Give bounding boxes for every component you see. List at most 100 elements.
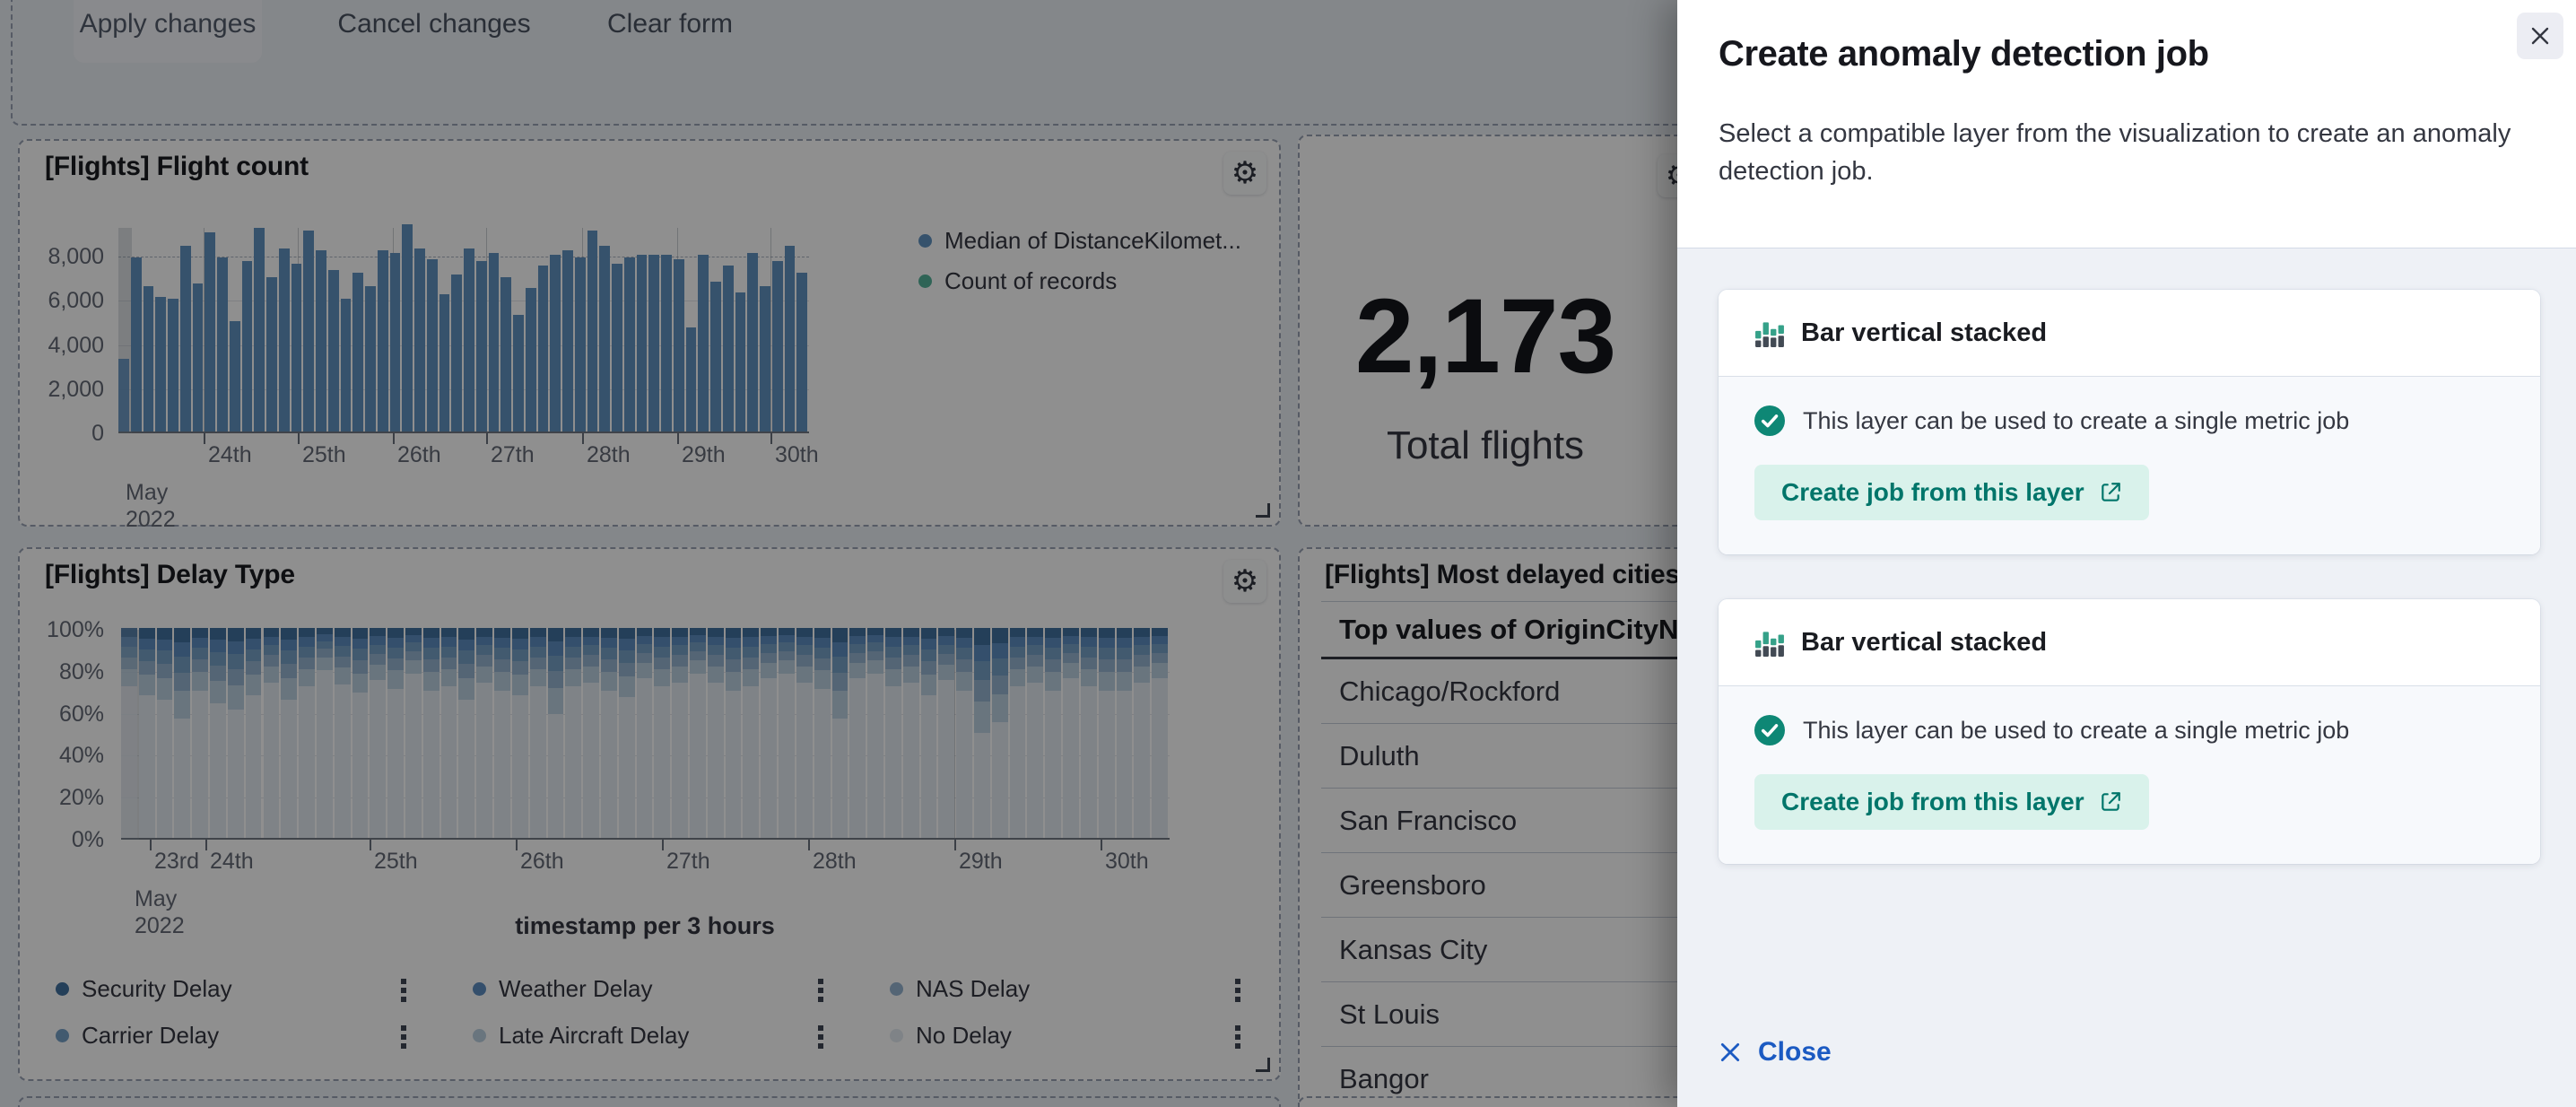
cancel-changes-button[interactable]: Cancel changes (326, 0, 542, 63)
table-row[interactable]: Kansas City (1321, 918, 1718, 982)
flight-legend-item[interactable]: Count of records (918, 267, 1117, 295)
delay-bar-segment (1134, 682, 1151, 838)
flight-bar (327, 270, 339, 431)
delay-bar-segment (938, 654, 955, 665)
delay-bar-segment (494, 672, 510, 692)
delay-bar-segment (761, 663, 778, 679)
delay-bar-segment (583, 666, 599, 683)
delay-stacked-bar (974, 628, 990, 838)
flyout-close-label: Close (1758, 1037, 1832, 1067)
delay-bar-segment (263, 682, 280, 838)
delay-bar-segment (121, 646, 137, 658)
delay-legend-item[interactable]: Security Delay (56, 971, 414, 1007)
table-row[interactable]: Duluth (1321, 724, 1718, 789)
delay-bar-segment (1045, 672, 1062, 692)
delay-bar-segment (725, 648, 742, 660)
delay-bar-segment (920, 694, 937, 838)
legend-item-menu-icon[interactable] (1235, 979, 1240, 1002)
delay-stacked-bar (156, 628, 173, 838)
legend-item-menu-icon[interactable] (818, 1025, 823, 1049)
delay-stacked-bar (334, 628, 351, 838)
delay-stacked-bar (761, 628, 778, 838)
clear-form-button[interactable]: Clear form (594, 0, 746, 63)
flight-bar (192, 283, 204, 431)
delay-bar-segment (263, 628, 280, 637)
panel-settings-gear-button[interactable]: ⚙ (1223, 152, 1266, 195)
delay-legend-item[interactable]: No Delay (890, 1017, 1249, 1053)
legend-item-menu-icon[interactable] (1235, 1025, 1240, 1049)
delay-bar-segment (600, 638, 617, 649)
close-icon[interactable] (2517, 13, 2563, 59)
flight-bar (316, 250, 326, 431)
delay-bar-segment (370, 680, 387, 838)
delay-bar-segment (121, 668, 137, 687)
delay-bar-segment (1009, 657, 1026, 669)
legend-dot (473, 981, 486, 996)
legend-item-menu-icon[interactable] (401, 1025, 406, 1049)
flight-bar (623, 257, 635, 431)
delay-bar-segment (263, 655, 280, 667)
table-row[interactable]: Bangor (1321, 1047, 1718, 1107)
delay-stacked-bar (1009, 628, 1026, 838)
flight-bar (414, 248, 425, 431)
delay-legend-item[interactable]: Late Aircraft Delay (473, 1017, 831, 1053)
delay-stacked-bar (440, 628, 457, 838)
delay-bar-segment (583, 682, 599, 838)
create-job-button[interactable]: Create job from this layer (1754, 774, 2149, 830)
delay-bar-segment (654, 686, 671, 838)
delay-bar-segment (618, 676, 635, 698)
apply-changes-button[interactable]: Apply changes (74, 0, 262, 63)
flyout-close-button[interactable]: Close (1719, 1037, 1832, 1068)
delay-bar-segment (299, 657, 315, 669)
table-row[interactable]: St Louis (1321, 982, 1718, 1047)
flight-bar (488, 252, 500, 431)
create-job-button[interactable]: Create job from this layer (1754, 465, 2149, 520)
x-axis-tick-label: 26th (520, 849, 564, 874)
delay-legend-item[interactable]: Carrier Delay (56, 1017, 414, 1053)
delay-bar-segment (654, 668, 671, 687)
divider (1321, 601, 1718, 602)
delay-bar-segment (636, 628, 653, 636)
delay-bar-segment (743, 668, 760, 687)
delay-bar-segment (422, 691, 439, 838)
flight-bar (673, 258, 684, 431)
panel-resize-handle[interactable] (1256, 503, 1270, 518)
delay-stacked-bar (316, 628, 333, 838)
cancel-changes-label: Cancel changes (337, 9, 531, 39)
delay-bar-segment (405, 635, 422, 643)
y-axis-tick-label: 0% (71, 827, 104, 852)
flight-bar (685, 327, 697, 431)
legend-item-menu-icon[interactable] (401, 979, 406, 1002)
delay-legend-item[interactable]: Weather Delay (473, 971, 831, 1007)
create-anomaly-job-flyout: Create anomaly detection job Select a co… (1677, 0, 2576, 1107)
table-row[interactable]: San Francisco (1321, 789, 1718, 853)
delay-bar-segment (281, 677, 298, 700)
delay-bar-segment (1027, 636, 1044, 646)
delay-bar-segment (440, 637, 457, 647)
delay-bar-segment (511, 661, 528, 676)
table-row[interactable]: Greensboro (1321, 853, 1718, 918)
delay-bar-segment (761, 678, 778, 838)
delay-bar-segment (956, 628, 973, 639)
legend-label: Security Delay (82, 974, 232, 1002)
flight-plot-area (118, 223, 809, 433)
delay-bar-segment (707, 645, 724, 656)
flight-bar (377, 250, 388, 431)
x-axis-tickmark (370, 840, 371, 850)
check-circle-icon (1754, 405, 1785, 436)
delay-bar-segment (938, 644, 955, 655)
delay-bar-segment (618, 697, 635, 838)
delay-legend-item[interactable]: NAS Delay (890, 971, 1249, 1007)
delay-bar-segment (1098, 648, 1115, 660)
panel-resize-handle[interactable] (1256, 1058, 1270, 1072)
delay-stacked-bar (743, 628, 760, 838)
flight-legend-item[interactable]: Median of DistanceKilomet... (918, 227, 1241, 255)
flight-bar (229, 320, 240, 431)
delay-bar-segment (707, 628, 724, 637)
delay-bar-segment (991, 675, 1008, 694)
table-row[interactable]: Chicago/Rockford (1321, 659, 1718, 724)
panel-settings-gear-button[interactable]: ⚙ (1223, 560, 1266, 603)
delay-bar-segment (1152, 653, 1168, 664)
flight-bar (698, 255, 709, 431)
legend-item-menu-icon[interactable] (818, 979, 823, 1002)
